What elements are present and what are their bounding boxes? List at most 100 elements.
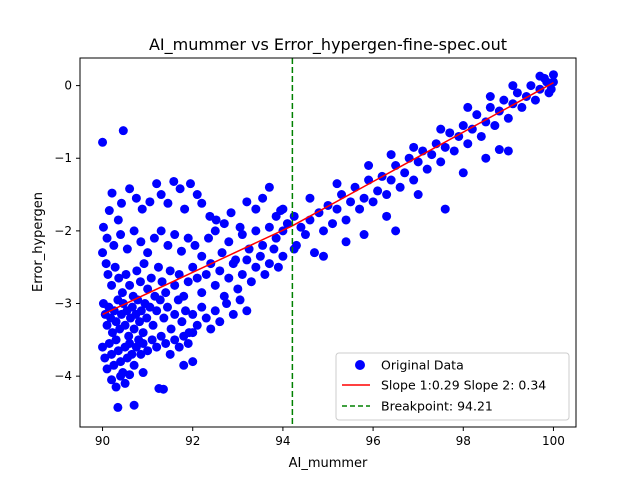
data-point [373,186,383,196]
data-point [215,317,225,327]
data-point [436,157,446,167]
x-tick-label: 96 [365,434,380,448]
data-point [174,342,184,352]
data-point [309,248,319,258]
data-point [156,331,166,341]
data-point [219,219,229,229]
data-point [422,164,432,174]
data-point [107,328,117,338]
y-axis-ticks: −4 −3 −2 −1 0 [54,79,80,383]
legend-point-marker [355,360,365,370]
data-point [508,81,518,91]
data-point [546,84,556,94]
data-point [102,233,112,243]
data-point [395,182,405,192]
data-point [163,198,173,208]
data-point [542,77,552,87]
data-point [341,237,351,247]
data-point [183,233,193,243]
data-point [235,222,245,232]
data-point [114,273,124,283]
data-point [147,335,157,345]
data-point [138,338,148,348]
y-tick-label: 0 [64,79,72,93]
data-point [251,226,261,236]
data-point [359,230,369,240]
data-point [264,259,274,269]
data-point [409,142,419,152]
data-point [413,190,423,200]
data-point [413,157,423,167]
data-point [260,269,270,279]
data-point [368,197,378,207]
data-point [149,233,159,243]
data-point [170,335,180,345]
data-point [103,269,113,279]
data-point [132,266,142,276]
data-point [129,360,139,370]
data-point [181,306,191,316]
data-point [251,262,261,272]
data-point [165,266,175,276]
data-point [503,146,513,156]
data-point [273,262,283,272]
data-point [136,237,146,247]
data-point [217,248,227,258]
data-point [143,346,153,356]
data-point [485,102,495,112]
data-point [165,349,175,359]
data-point [258,193,268,203]
data-point [161,338,171,348]
data-point [98,248,108,258]
data-point [445,128,455,138]
data-point [264,182,274,192]
data-point [101,259,111,269]
data-point [155,295,165,305]
data-point [109,360,119,370]
data-point [183,338,193,348]
data-point [107,349,117,359]
data-point [116,357,126,367]
data-point [215,266,225,276]
data-point [282,219,292,229]
data-point [188,328,198,338]
data-point [355,204,365,214]
data-point [206,324,216,334]
data-point [188,357,198,367]
data-point [490,121,500,131]
data-point [113,346,123,356]
data-point [300,230,310,240]
data-point [346,197,356,207]
data-point [185,179,195,189]
data-point [226,208,236,218]
data-point [289,211,299,221]
data-point [152,306,162,316]
data-point [163,240,173,250]
data-point [116,230,126,240]
data-point [296,222,306,232]
data-point [111,382,121,392]
x-tick-label: 98 [456,434,471,448]
legend: Original Data Slope 1:0.29 Slope 2: 0.34… [335,352,570,421]
data-point [512,88,522,98]
data-point [102,320,112,330]
data-point [332,179,342,189]
data-point [463,139,473,149]
data-point [386,175,396,185]
data-point [98,222,108,232]
data-point [120,320,130,330]
data-point [100,353,110,363]
y-tick-label: −1 [54,151,72,165]
data-point [183,277,193,287]
data-point [210,306,220,316]
data-point [530,95,540,105]
data-point [235,295,245,305]
data-point [328,219,338,229]
data-point [118,126,128,136]
data-point [210,226,220,236]
data-point [124,331,134,341]
fit-line-segment-2 [292,82,554,227]
data-point [242,255,252,265]
data-point [224,273,234,283]
